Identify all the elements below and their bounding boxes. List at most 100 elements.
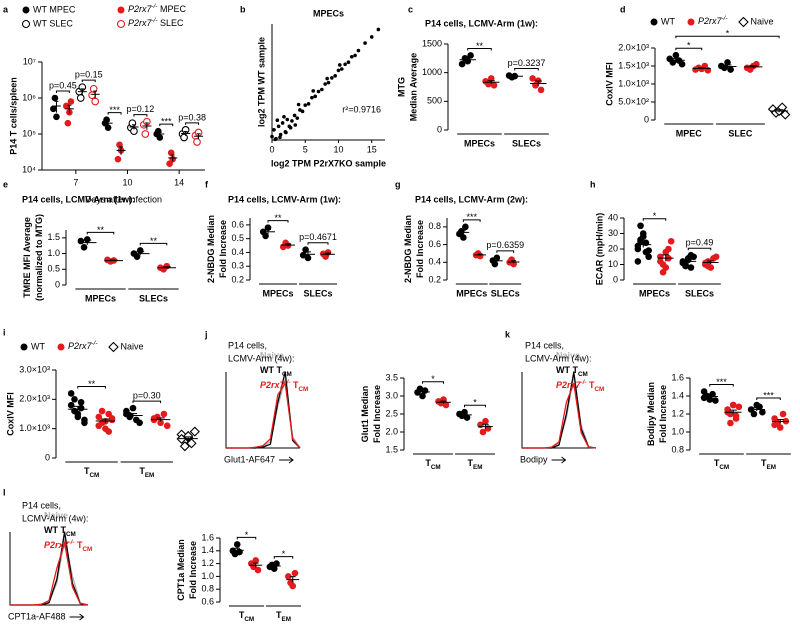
dot — [117, 6, 125, 14]
dot — [482, 417, 489, 425]
significance-bracket — [55, 90, 70, 93]
significance-label: * — [726, 29, 730, 39]
dot — [537, 86, 545, 94]
text-part: CM — [594, 386, 604, 393]
panel-letter: a — [3, 4, 9, 14]
y-axis-label: CoxIV MFI — [605, 62, 615, 106]
x-tick-label: TEM — [276, 610, 291, 623]
y-tick-label: 1.4 — [671, 390, 684, 400]
point — [333, 74, 337, 78]
y-tick-label: 0.5 — [47, 264, 60, 274]
dot — [529, 75, 536, 82]
significance-label: *** — [466, 212, 477, 222]
significance-bracket — [756, 397, 781, 400]
point — [346, 60, 351, 65]
point — [343, 62, 347, 67]
point — [273, 137, 278, 142]
text-part: T — [468, 458, 474, 468]
dot — [735, 403, 743, 411]
point — [270, 134, 274, 139]
text-part: EM — [767, 464, 776, 471]
y-tick-label: 2.0 — [385, 426, 398, 436]
text-part: P2rx7 — [44, 540, 70, 550]
significance-bracket — [687, 247, 712, 251]
x-tick-label: TCM — [239, 610, 254, 623]
histogram-curve — [10, 542, 89, 606]
significance-label: p=0.38 — [178, 112, 206, 122]
panel-letter: h — [590, 179, 596, 189]
dot — [133, 253, 141, 261]
dot — [419, 392, 426, 400]
y-tick-label: 0 — [613, 274, 618, 284]
significance-label: ** — [476, 41, 484, 51]
panel-title: MPECs — [313, 8, 344, 18]
significance-label: * — [431, 374, 435, 384]
dot — [114, 155, 122, 163]
text-part: T — [586, 380, 595, 390]
dot — [67, 98, 75, 105]
dot — [193, 138, 201, 146]
text-part: MPEC — [157, 4, 186, 14]
dot — [67, 390, 75, 397]
dot — [89, 84, 98, 93]
x-axis-label: Glut1-AF647 — [224, 454, 275, 464]
y-tick-label: 1500 — [422, 38, 442, 48]
dot — [667, 237, 675, 245]
y-tick-label: 0.5 — [231, 233, 244, 243]
dot — [50, 105, 57, 113]
dot — [71, 407, 78, 415]
point — [323, 82, 327, 86]
y-axis-label: Fold Increase — [372, 385, 382, 443]
point — [310, 95, 314, 100]
text-part: EM — [473, 464, 482, 471]
significance-label: p=0.30 — [133, 391, 161, 401]
dot — [458, 60, 466, 68]
legend-label: P2rx7-/- — [698, 15, 727, 26]
dot — [74, 413, 82, 421]
x-tick-label: SLEC — [728, 128, 753, 138]
significance-label: ** — [274, 213, 282, 223]
y-tick-label: 3.0 — [385, 390, 398, 400]
panel-title: LCMV-Arm (4w): — [525, 353, 592, 363]
text-part: P2rx7 — [128, 4, 153, 14]
dot — [167, 149, 175, 157]
y-axis-label: 2-NBDG Median — [206, 215, 216, 283]
significance-bracket — [81, 79, 96, 83]
y-tick-label: 1.5 — [385, 444, 398, 454]
point — [320, 87, 324, 92]
dot — [157, 419, 164, 427]
dot — [704, 67, 712, 74]
significance-bracket — [467, 47, 492, 51]
dot — [302, 246, 309, 253]
significance-bracket — [675, 35, 780, 39]
significance-bracket — [273, 556, 294, 559]
significance-label: *** — [161, 117, 172, 127]
dot — [77, 398, 85, 406]
legend-label: WT — [31, 341, 45, 351]
x-tick-label: MPEC — [676, 128, 703, 138]
y-tick-label: 1.0 — [201, 571, 214, 581]
text-part: CM — [82, 546, 92, 553]
text-part: P2rx7 — [260, 380, 286, 390]
y-tick-label: 1.5 — [47, 232, 60, 242]
significance-bracket — [307, 242, 329, 245]
point — [288, 125, 293, 130]
dot — [80, 243, 88, 251]
significance-label: ** — [150, 236, 158, 246]
dot — [95, 422, 103, 430]
dot — [262, 232, 269, 240]
text-part: SLEC — [157, 18, 184, 28]
x-tick-label: MPECs — [262, 288, 293, 298]
dot — [179, 441, 190, 452]
dot — [156, 134, 164, 141]
dot — [163, 422, 171, 430]
dot — [634, 258, 642, 265]
dot — [304, 254, 312, 262]
y-tick-label: 2.0×10³ — [19, 394, 50, 404]
panel-letter: b — [240, 4, 246, 14]
y-tick-label: 0 — [55, 279, 60, 289]
point — [280, 121, 285, 125]
point — [336, 68, 341, 73]
significance-label: * — [245, 530, 249, 540]
y-tick-label: 1.0×10³ — [19, 423, 50, 433]
